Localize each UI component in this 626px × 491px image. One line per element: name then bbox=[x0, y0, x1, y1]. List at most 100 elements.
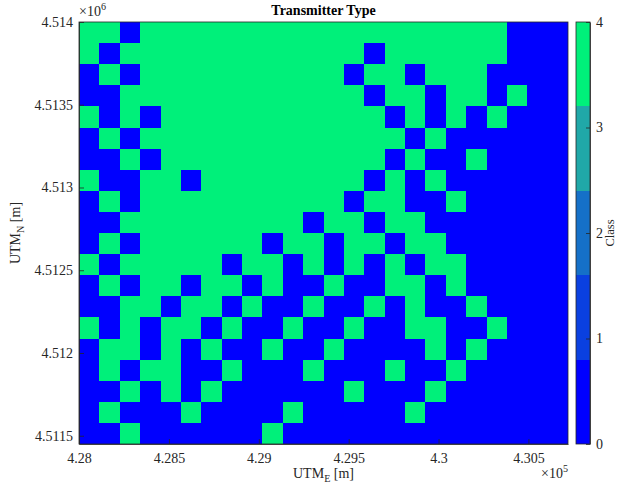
cell bbox=[364, 22, 385, 44]
cell bbox=[405, 317, 426, 339]
cell bbox=[140, 212, 161, 234]
colorbar-band bbox=[576, 275, 590, 359]
cell bbox=[140, 360, 161, 382]
cell bbox=[99, 233, 120, 255]
cell bbox=[222, 233, 243, 255]
colorbar-axis: 01234 bbox=[586, 15, 603, 452]
tick-mark bbox=[79, 22, 84, 23]
cell bbox=[507, 423, 528, 444]
cell bbox=[181, 254, 202, 276]
cell bbox=[79, 128, 100, 150]
cell bbox=[140, 233, 161, 255]
cell bbox=[507, 106, 528, 128]
cell bbox=[79, 254, 100, 276]
cell bbox=[385, 149, 406, 171]
cell bbox=[242, 296, 263, 318]
tick: 4.295 bbox=[333, 439, 365, 466]
cell bbox=[283, 43, 304, 65]
tick-mark bbox=[79, 105, 84, 106]
cell bbox=[120, 149, 141, 171]
cell bbox=[262, 317, 283, 339]
cell bbox=[446, 402, 467, 424]
colorbar-label: Class bbox=[603, 219, 617, 246]
cell bbox=[161, 149, 182, 171]
cell bbox=[548, 296, 568, 318]
cell bbox=[242, 85, 263, 107]
cell bbox=[385, 85, 406, 107]
cell bbox=[425, 423, 446, 444]
y-exponent: ×106 bbox=[79, 1, 106, 19]
cell bbox=[425, 317, 446, 339]
tick-mark bbox=[586, 22, 590, 23]
cell bbox=[425, 296, 446, 318]
cell bbox=[140, 191, 161, 213]
cell bbox=[527, 233, 548, 255]
cell bbox=[120, 296, 141, 318]
cell bbox=[181, 149, 202, 171]
cell bbox=[99, 43, 120, 65]
cell bbox=[527, 317, 548, 339]
cell bbox=[324, 381, 345, 403]
cell bbox=[364, 296, 385, 318]
cell bbox=[201, 149, 222, 171]
cell bbox=[344, 149, 365, 171]
cell bbox=[507, 360, 528, 382]
cell bbox=[527, 254, 548, 276]
tick-mark bbox=[528, 439, 529, 444]
cell bbox=[79, 191, 100, 213]
cell bbox=[99, 360, 120, 382]
cell bbox=[201, 128, 222, 150]
cell bbox=[385, 296, 406, 318]
cell bbox=[548, 360, 568, 382]
cell bbox=[507, 22, 528, 44]
tick-mark bbox=[79, 436, 84, 437]
tick-mark bbox=[79, 187, 84, 188]
cell bbox=[548, 43, 568, 65]
cell bbox=[161, 233, 182, 255]
cell bbox=[283, 212, 304, 234]
tick-mark bbox=[586, 233, 590, 234]
tick-label: 4.512 bbox=[42, 346, 74, 361]
cell bbox=[283, 106, 304, 128]
cell bbox=[507, 339, 528, 361]
cell bbox=[140, 106, 161, 128]
cell bbox=[181, 212, 202, 234]
cell bbox=[487, 402, 508, 424]
cell bbox=[405, 149, 426, 171]
cell bbox=[99, 191, 120, 213]
cell bbox=[385, 64, 406, 86]
cell bbox=[161, 296, 182, 318]
cell bbox=[446, 317, 467, 339]
cell bbox=[140, 170, 161, 192]
cell bbox=[446, 43, 467, 65]
cell bbox=[527, 275, 548, 297]
cell bbox=[140, 85, 161, 107]
cell bbox=[466, 317, 487, 339]
cell bbox=[466, 43, 487, 65]
cell bbox=[283, 85, 304, 107]
cell bbox=[262, 339, 283, 361]
cell bbox=[324, 149, 345, 171]
cell bbox=[181, 275, 202, 297]
cell bbox=[548, 339, 568, 361]
cell bbox=[487, 170, 508, 192]
cell bbox=[405, 22, 426, 44]
cell bbox=[303, 149, 324, 171]
cell bbox=[466, 381, 487, 403]
cell bbox=[99, 254, 120, 276]
cell bbox=[446, 381, 467, 403]
cell bbox=[364, 402, 385, 424]
cell bbox=[446, 254, 467, 276]
cell bbox=[222, 191, 243, 213]
cell bbox=[262, 149, 283, 171]
cell bbox=[283, 128, 304, 150]
label-script: 5 bbox=[563, 463, 568, 474]
cell bbox=[161, 64, 182, 86]
tick-label: 1 bbox=[596, 331, 603, 346]
cell bbox=[303, 275, 324, 297]
cell bbox=[324, 128, 345, 150]
y-axis: 4.51154.5124.51254.5134.51354.514 bbox=[35, 15, 85, 445]
cell bbox=[548, 254, 568, 276]
label-base: ×10 bbox=[541, 466, 563, 481]
cell bbox=[262, 170, 283, 192]
